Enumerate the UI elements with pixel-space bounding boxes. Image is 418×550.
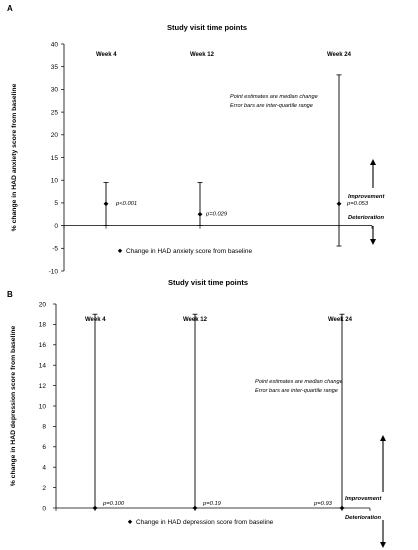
panel-b-p-value: p=0.100 — [102, 501, 125, 507]
panel-a-y-tick-label: 30 — [51, 87, 59, 94]
panel-a-letter: A — [7, 4, 13, 13]
panel-a-y-tick-label: 20 — [51, 132, 59, 139]
panel-a-y-tick-label: 40 — [51, 41, 59, 48]
panel-a-improvement-arrow-head — [370, 159, 376, 165]
panel-b-y-tick-label: 14 — [39, 363, 47, 370]
panel-b-deterioration-arrow-head — [380, 542, 386, 548]
panel-b-title: Study visit time points — [168, 278, 248, 287]
panel-b-p-value: p=0.93 — [313, 501, 333, 507]
panel-a-title: Study visit time points — [167, 23, 247, 32]
panel-b-p-value: p=0.19 — [202, 501, 222, 507]
panel-a-legend-marker — [117, 248, 123, 253]
panel-b-y-tick-label: 16 — [39, 342, 47, 349]
panel-a-data-point — [336, 201, 342, 207]
panel-b-y-tick-label: 2 — [42, 485, 46, 492]
panel-a-p-value: p=0.029 — [205, 211, 228, 217]
panel-a-y-axis-label: % change in HAD anxiety score from basel… — [11, 83, 18, 231]
panel-b-note: Error bars are inter-quartile range — [255, 388, 338, 394]
panel-a-y-tick-label: 25 — [51, 109, 59, 116]
panel-a-y-tick-label: -10 — [49, 268, 59, 275]
panel-a-note: Point estimates are median change — [230, 94, 318, 100]
panel-a-y-tick-label: 10 — [51, 178, 59, 185]
panel-a-p-value: p=0.053 — [346, 201, 369, 207]
panel-a-y-tick-label: 15 — [51, 155, 59, 162]
panel-b-y-tick-label: 6 — [42, 444, 46, 451]
panel-a-y-tick-label: 35 — [51, 64, 59, 71]
panel-b-letter: B — [7, 290, 13, 299]
panel-b-y-tick-label: 10 — [39, 403, 47, 410]
panel-b-y-tick-label: 18 — [39, 322, 47, 329]
panel-b-data-point — [339, 505, 345, 511]
panel-b-deterioration-label: Deterioration — [345, 515, 382, 521]
panel-a-note: Error bars are inter-quartile range — [230, 103, 313, 109]
panel-b-data-point — [192, 505, 198, 511]
panel-b-improvement-arrow-head — [380, 435, 386, 441]
panel-b-data-point — [92, 505, 98, 511]
panel-a-deterioration-label: Deterioration — [348, 215, 385, 221]
panel-b-legend-label: Change in HAD depression score from base… — [136, 519, 274, 526]
panel-b-y-tick-label: 12 — [39, 383, 47, 390]
panel-b-y-tick-label: 0 — [42, 505, 46, 512]
panel-a-y-tick-label: 0 — [54, 223, 58, 230]
panel-b-legend-marker — [127, 519, 133, 524]
panel-a-data-point — [103, 201, 109, 207]
panel-b-week-label: Week 24 — [328, 317, 353, 323]
panel-a-week-label: Week 24 — [327, 52, 352, 58]
panel-b-y-axis-label: % change in HAD depression score from ba… — [10, 326, 17, 487]
panel-a-week-label: Week 12 — [190, 52, 215, 58]
panel-b-improvement-label: Improvement — [345, 496, 382, 502]
panel-a-y-tick-label: 5 — [54, 200, 58, 207]
panel-b-y-tick-label: 20 — [39, 301, 47, 308]
panel-b-y-tick-label: 8 — [42, 424, 46, 431]
panel-b-y-tick-label: 4 — [42, 465, 46, 472]
panel-a-week-label: Week 4 — [96, 52, 117, 58]
panel-a-data-point — [197, 211, 203, 217]
panel-a-deterioration-arrow-head — [370, 239, 376, 245]
panel-a-improvement-label: Improvement — [348, 194, 385, 200]
panel-a-legend-label: Change in HAD anxiety score from baselin… — [126, 248, 252, 255]
panel-a-p-value: p<0.001 — [115, 201, 137, 207]
panel-b-note: Point estimates are median change — [255, 379, 343, 385]
panel-b-week-label: Week 4 — [85, 317, 106, 323]
panel-a-y-tick-label: -5 — [52, 246, 58, 253]
